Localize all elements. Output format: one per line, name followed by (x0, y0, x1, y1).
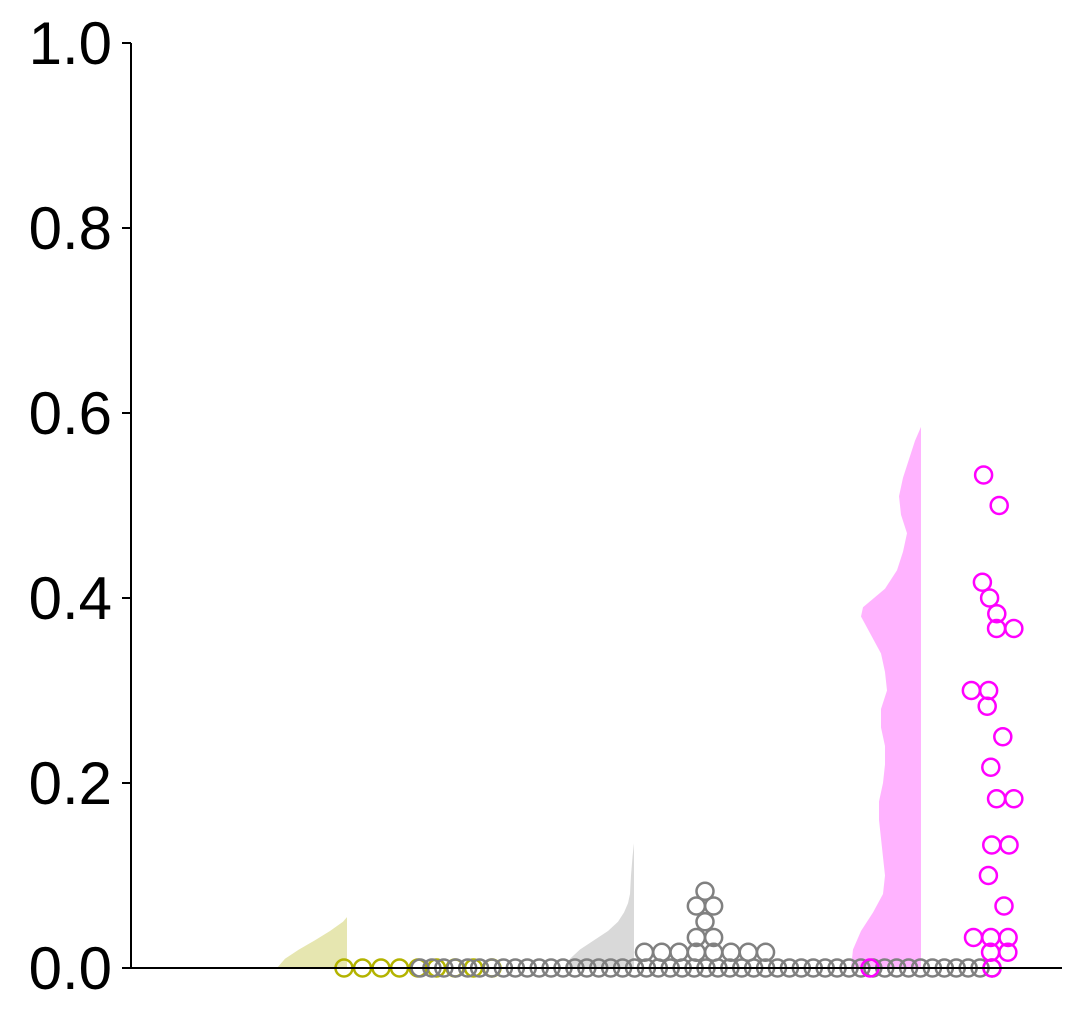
y-ticks: 0.0 0.2 0.4 0.6 0.8 1.0 (29, 10, 131, 1002)
data-point (695, 881, 715, 901)
data-point (1004, 788, 1024, 809)
data-point (669, 942, 689, 963)
data-point (978, 680, 999, 701)
data-point (981, 757, 1001, 778)
data-point (993, 727, 1013, 747)
data-point (998, 942, 1018, 963)
density-2 (566, 843, 634, 968)
data-point (963, 927, 984, 948)
data-point (961, 680, 982, 701)
data-point (703, 927, 724, 948)
data-point (652, 942, 672, 963)
data-point (977, 696, 997, 716)
y-tick-label: 0.0 (29, 935, 112, 1002)
data-point (994, 896, 1014, 916)
density-1 (277, 917, 347, 968)
data-point (979, 588, 1000, 608)
data-point (978, 865, 999, 886)
y-tick-label: 0.4 (29, 565, 112, 632)
data-point (695, 912, 715, 932)
data-point (982, 835, 1002, 855)
data-point (755, 942, 776, 963)
data-point (999, 835, 1019, 855)
y-tick-label: 0.8 (29, 195, 112, 262)
data-point (738, 942, 758, 963)
y-tick-label: 0.2 (29, 750, 112, 817)
density-3 (851, 426, 921, 968)
y-tick-label: 0.6 (29, 380, 112, 447)
data-point (986, 788, 1007, 809)
y-tick-label: 1.0 (29, 10, 112, 77)
density-layer (277, 426, 921, 968)
data-point (634, 942, 655, 963)
data-point (972, 572, 993, 593)
data-point (987, 603, 1007, 624)
axes (130, 43, 1062, 969)
data-point (998, 927, 1018, 948)
data-point (989, 495, 1009, 516)
data-point (721, 942, 741, 963)
data-point (1004, 618, 1024, 639)
data-point (973, 465, 994, 485)
data-point (703, 896, 724, 916)
